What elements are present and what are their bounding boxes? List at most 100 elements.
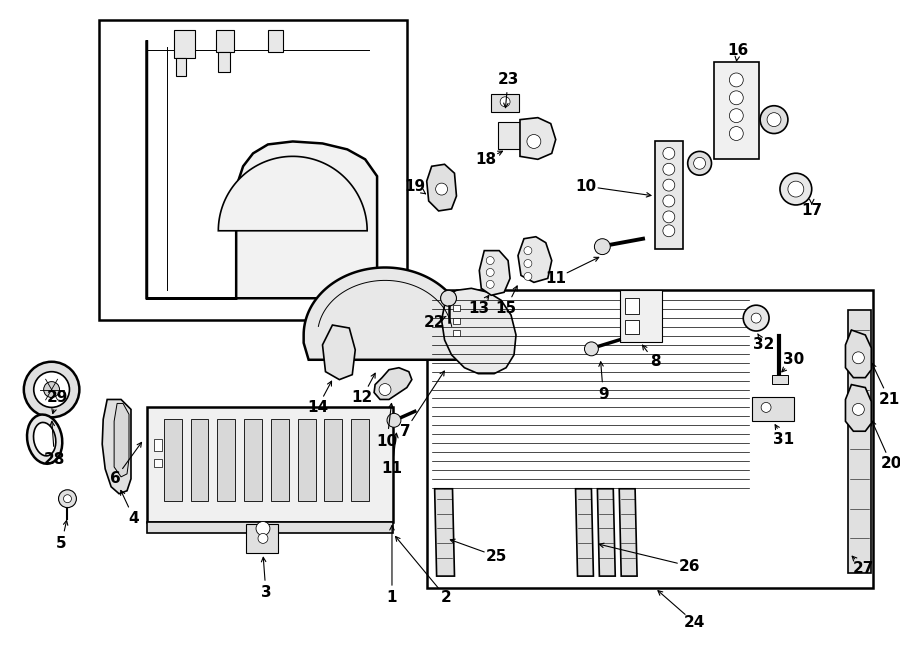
Circle shape xyxy=(64,494,71,502)
Text: 10: 10 xyxy=(376,434,398,449)
Text: 10: 10 xyxy=(575,178,596,194)
Circle shape xyxy=(500,97,510,106)
Circle shape xyxy=(387,413,400,427)
Polygon shape xyxy=(845,385,871,431)
Circle shape xyxy=(594,239,610,254)
Bar xyxy=(268,30,283,52)
Bar xyxy=(453,305,461,311)
Bar xyxy=(191,419,209,500)
Polygon shape xyxy=(520,118,555,159)
Circle shape xyxy=(780,173,812,205)
Circle shape xyxy=(23,362,79,417)
Text: 7: 7 xyxy=(400,424,410,439)
Text: 16: 16 xyxy=(728,43,749,58)
Circle shape xyxy=(663,163,675,175)
Bar xyxy=(164,419,182,500)
Circle shape xyxy=(524,272,532,280)
Bar xyxy=(626,298,639,314)
Circle shape xyxy=(663,147,675,159)
Circle shape xyxy=(760,106,788,134)
Text: 18: 18 xyxy=(476,152,497,167)
Polygon shape xyxy=(480,251,510,295)
Text: 27: 27 xyxy=(852,561,874,576)
Text: 3: 3 xyxy=(261,586,271,600)
Bar xyxy=(453,318,461,324)
Polygon shape xyxy=(427,165,456,211)
Circle shape xyxy=(729,73,743,87)
Circle shape xyxy=(486,268,494,276)
Circle shape xyxy=(436,183,447,195)
Bar xyxy=(772,375,788,383)
Polygon shape xyxy=(427,290,873,588)
Bar xyxy=(491,94,519,112)
Text: 11: 11 xyxy=(382,461,402,477)
Polygon shape xyxy=(598,488,616,576)
Bar xyxy=(626,320,639,334)
Bar xyxy=(655,141,683,249)
Circle shape xyxy=(486,256,494,264)
Text: 11: 11 xyxy=(545,271,566,286)
Text: 1: 1 xyxy=(387,590,397,605)
Polygon shape xyxy=(576,488,593,576)
Text: 4: 4 xyxy=(129,511,140,526)
Bar xyxy=(219,52,230,72)
Text: 13: 13 xyxy=(469,301,490,316)
Text: 17: 17 xyxy=(801,204,823,218)
Circle shape xyxy=(58,490,76,508)
Circle shape xyxy=(767,112,781,126)
Circle shape xyxy=(584,342,598,356)
Bar xyxy=(453,330,461,336)
Circle shape xyxy=(526,135,541,149)
Circle shape xyxy=(524,260,532,268)
Bar xyxy=(217,419,235,500)
Text: 9: 9 xyxy=(598,387,608,402)
Text: 15: 15 xyxy=(496,301,517,316)
Text: 30: 30 xyxy=(783,352,805,368)
Bar xyxy=(147,407,393,522)
Circle shape xyxy=(486,280,494,288)
Bar xyxy=(174,30,195,58)
Text: 6: 6 xyxy=(110,471,121,486)
Text: 19: 19 xyxy=(404,178,426,194)
Text: 2: 2 xyxy=(441,590,452,605)
Polygon shape xyxy=(845,330,871,377)
Circle shape xyxy=(258,533,268,543)
Polygon shape xyxy=(518,237,552,282)
Circle shape xyxy=(694,157,706,169)
Bar xyxy=(298,419,316,500)
Text: 23: 23 xyxy=(498,73,518,87)
Circle shape xyxy=(752,313,761,323)
Circle shape xyxy=(379,383,391,395)
Text: 24: 24 xyxy=(684,615,706,630)
Bar xyxy=(244,419,262,500)
Polygon shape xyxy=(114,403,129,477)
Bar xyxy=(154,459,162,467)
Bar xyxy=(246,524,278,553)
Polygon shape xyxy=(374,368,412,399)
Circle shape xyxy=(663,179,675,191)
Text: 25: 25 xyxy=(485,549,507,564)
Polygon shape xyxy=(103,399,131,494)
Bar xyxy=(147,522,393,533)
Polygon shape xyxy=(435,488,454,576)
Polygon shape xyxy=(849,310,871,573)
Bar xyxy=(99,20,407,320)
Polygon shape xyxy=(322,325,356,379)
Bar xyxy=(499,122,520,149)
Text: 31: 31 xyxy=(773,432,795,447)
Circle shape xyxy=(44,381,59,397)
Circle shape xyxy=(688,151,712,175)
Circle shape xyxy=(729,126,743,141)
Circle shape xyxy=(663,225,675,237)
Circle shape xyxy=(256,522,270,535)
Circle shape xyxy=(852,352,864,364)
Bar xyxy=(154,439,162,451)
Polygon shape xyxy=(442,288,516,373)
Text: 22: 22 xyxy=(424,315,446,330)
Bar xyxy=(715,62,759,159)
Polygon shape xyxy=(147,40,377,298)
Bar xyxy=(351,419,369,500)
Polygon shape xyxy=(303,268,466,360)
Circle shape xyxy=(524,247,532,254)
Text: 8: 8 xyxy=(650,354,661,369)
